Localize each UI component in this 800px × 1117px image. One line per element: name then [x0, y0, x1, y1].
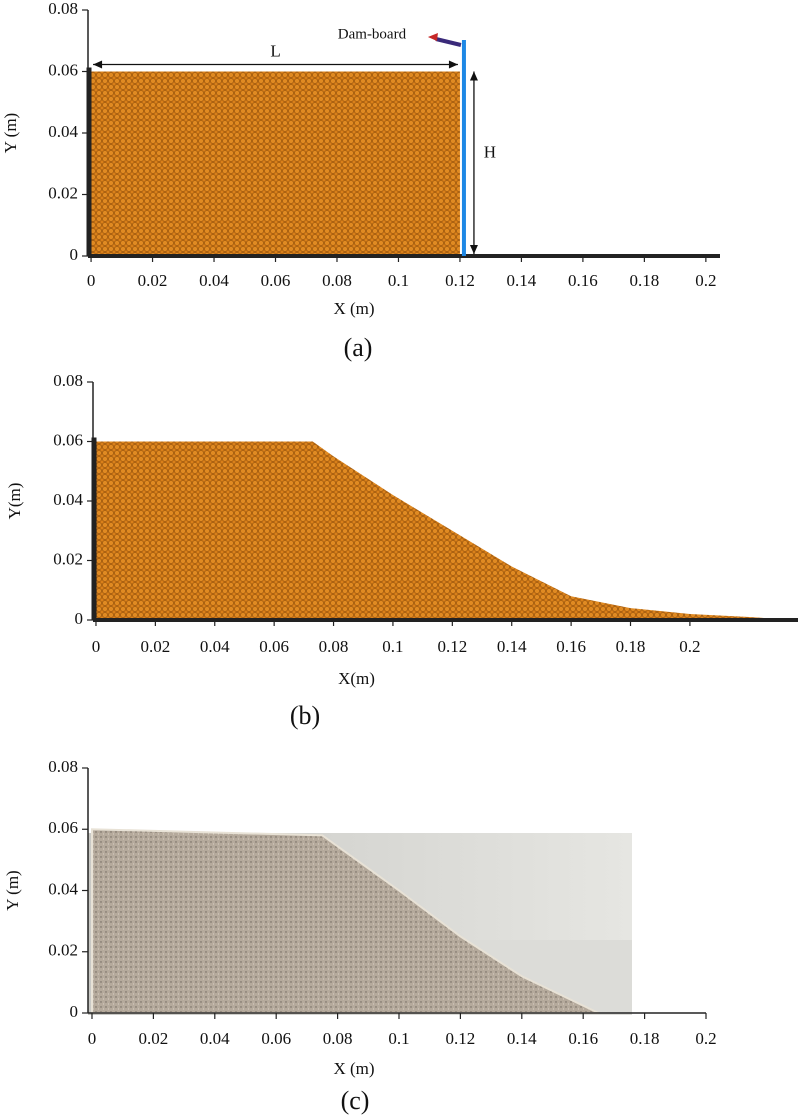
y-tick-label: 0.06	[48, 818, 78, 837]
x-tick-label: 0	[88, 1029, 97, 1048]
annotation: H	[484, 143, 496, 162]
x-tick-label: 0.1	[382, 637, 403, 656]
y-tick-label: 0.02	[53, 549, 83, 568]
x-tick-label: 0.18	[630, 271, 660, 290]
x-tick-label: 0.04	[200, 637, 230, 656]
y-tick-label: 0.08	[48, 0, 78, 18]
x-tick-label: 0.16	[568, 271, 598, 290]
x-tick-label: 0.02	[139, 1029, 169, 1048]
y-tick-label: 0	[70, 245, 79, 264]
annotation: Dam-board	[338, 26, 407, 42]
x-axis-label: X (m)	[333, 1059, 374, 1078]
y-tick-label: 0.04	[53, 490, 83, 509]
y-tick-label: 0.02	[48, 941, 78, 960]
x-tick-label: 0.04	[199, 271, 229, 290]
y-axis-label: Y(m)	[5, 483, 24, 520]
x-tick-label: 0.08	[319, 637, 349, 656]
y-tick-label: 0.06	[48, 60, 78, 79]
y-tick-label: 0.08	[48, 757, 78, 776]
profile-area	[90, 828, 599, 1014]
y-axis-label: Y (m)	[1, 113, 20, 153]
caption: (b)	[290, 701, 320, 730]
x-tick-label: 0.16	[556, 637, 586, 656]
x-tick-label: 0.2	[679, 637, 700, 656]
y-tick-label: 0.08	[53, 371, 83, 390]
dam-arrow-head	[427, 33, 438, 41]
x-tick-label: 0.06	[261, 1029, 291, 1048]
x-tick-label: 0.06	[261, 271, 291, 290]
x-tick-label: 0.2	[695, 271, 716, 290]
x-tick-label: 0.08	[322, 271, 352, 290]
x-tick-label: 0.1	[388, 1029, 409, 1048]
x-tick-label: 0.1	[388, 271, 409, 290]
x-tick-label: 0.12	[445, 271, 475, 290]
x-axis-label: X(m)	[338, 669, 375, 688]
x-tick-label: 0.06	[259, 637, 289, 656]
dam-arrow	[435, 37, 462, 47]
x-tick-label: 0.14	[507, 1029, 537, 1048]
y-tick-label: 0.06	[53, 430, 83, 449]
x-tick-label: 0.16	[568, 1029, 598, 1048]
x-tick-label: 0.02	[140, 637, 170, 656]
x-tick-label: 0.12	[446, 1029, 476, 1048]
y-axis-label: Y (m)	[3, 870, 22, 910]
caption: (c)	[341, 1086, 370, 1115]
x-tick-label: 0.14	[497, 637, 527, 656]
x-tick-label: 0.02	[138, 271, 168, 290]
y-tick-label: 0.02	[48, 183, 78, 202]
profile-area	[95, 441, 797, 620]
x-axis-label: X (m)	[333, 299, 374, 318]
x-tick-label: 0.08	[323, 1029, 353, 1048]
x-tick-label: 0.2	[695, 1029, 716, 1048]
x-tick-label: 0.18	[616, 637, 646, 656]
caption: (a)	[344, 333, 373, 362]
x-tick-label: 0	[92, 637, 101, 656]
profile-area	[91, 71, 460, 256]
x-tick-label: 0	[87, 271, 96, 290]
x-tick-label: 0.18	[630, 1029, 660, 1048]
y-tick-label: 0	[75, 609, 84, 628]
y-tick-label: 0	[70, 1002, 79, 1021]
x-tick-label: 0.14	[507, 271, 537, 290]
x-tick-label: 0.12	[437, 637, 467, 656]
y-tick-label: 0.04	[48, 879, 78, 898]
annotation: L	[270, 41, 280, 60]
x-tick-label: 0.04	[200, 1029, 230, 1048]
y-tick-label: 0.04	[48, 122, 78, 141]
